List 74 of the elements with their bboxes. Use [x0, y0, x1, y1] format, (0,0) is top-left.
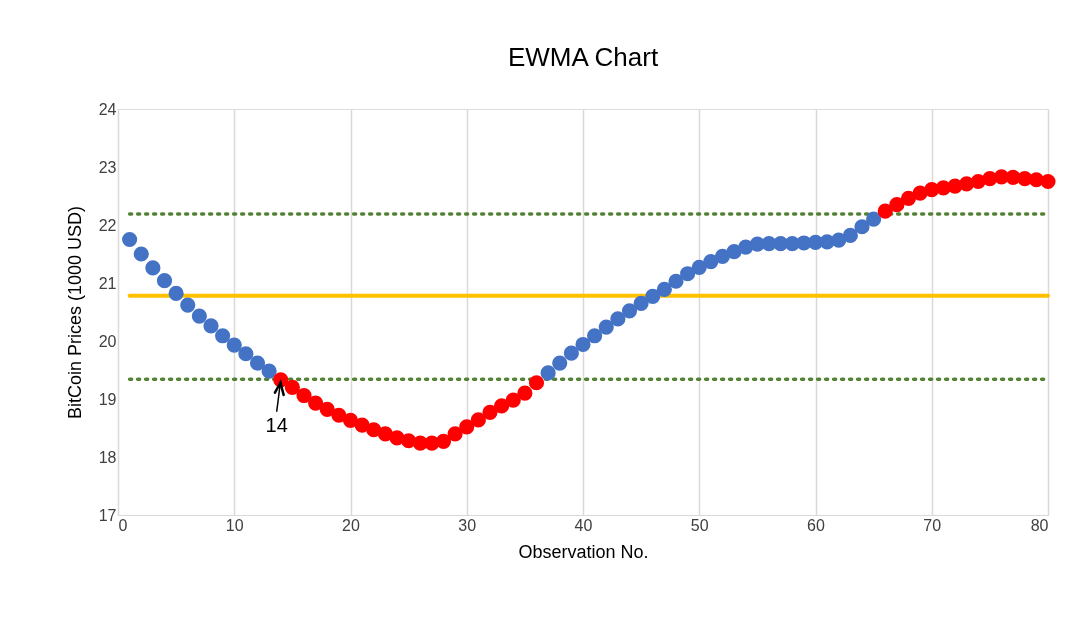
point — [900, 190, 917, 206]
point — [621, 303, 638, 319]
point — [215, 328, 231, 344]
point — [249, 355, 266, 371]
y-tick-label: 20 — [98, 332, 117, 350]
x-axis-title: Observation No. — [518, 541, 649, 562]
point — [854, 219, 870, 235]
point — [482, 404, 498, 420]
y-tick-label: 19 — [98, 390, 117, 408]
point — [226, 337, 242, 353]
point — [261, 363, 277, 379]
point — [587, 328, 603, 344]
y-tick-label: 17 — [98, 506, 117, 524]
point — [552, 355, 568, 371]
point — [1040, 173, 1056, 190]
point — [726, 244, 742, 260]
point — [447, 426, 463, 442]
point — [656, 281, 672, 297]
point — [691, 259, 707, 275]
y-axis-title: BitCoin Prices (1000 USD) — [64, 205, 85, 420]
x-tick-label: 20 — [342, 516, 360, 534]
point — [238, 346, 254, 362]
point — [633, 295, 649, 311]
chart-title: EWMA Chart — [507, 42, 659, 72]
y-tick-label: 21 — [98, 274, 117, 292]
point — [842, 227, 858, 244]
x-tick-label: 50 — [690, 516, 709, 534]
point — [517, 385, 533, 401]
point — [505, 392, 521, 408]
point — [831, 232, 847, 248]
point — [308, 395, 324, 411]
x-tick-label: 40 — [574, 516, 593, 534]
y-tick-label: 18 — [98, 448, 117, 466]
point — [540, 365, 556, 381]
point — [296, 387, 312, 404]
point — [191, 308, 207, 324]
y-tick-label: 22 — [98, 216, 117, 234]
point — [645, 288, 661, 304]
y-tick-label: 24 — [98, 100, 117, 118]
point — [203, 318, 219, 334]
point — [180, 297, 196, 313]
point — [319, 401, 335, 418]
point — [575, 336, 591, 353]
point — [610, 311, 626, 327]
point — [145, 260, 161, 276]
point — [877, 203, 893, 219]
point — [133, 246, 149, 262]
x-tick-label: 10 — [225, 516, 244, 534]
point — [714, 248, 731, 264]
x-tick-label: 0 — [118, 516, 128, 534]
point — [598, 319, 614, 335]
point — [703, 253, 719, 270]
point — [866, 211, 882, 227]
point — [668, 273, 684, 289]
point — [680, 266, 696, 282]
y-tick-label: 23 — [98, 158, 117, 176]
point — [563, 345, 579, 361]
point — [168, 285, 184, 302]
annotation: 14 — [265, 413, 288, 436]
point — [342, 412, 359, 429]
x-tick-label: 70 — [923, 516, 942, 534]
point — [156, 273, 173, 289]
x-tick-label: 60 — [807, 516, 825, 534]
x-tick-label: 80 — [1030, 516, 1049, 534]
point — [122, 231, 138, 248]
x-tick-label: 30 — [458, 516, 477, 534]
point — [528, 375, 545, 391]
point — [331, 407, 347, 423]
point — [494, 398, 510, 414]
point — [284, 379, 300, 395]
point — [435, 433, 452, 449]
point — [470, 412, 486, 428]
point — [889, 197, 905, 213]
point — [459, 419, 475, 435]
